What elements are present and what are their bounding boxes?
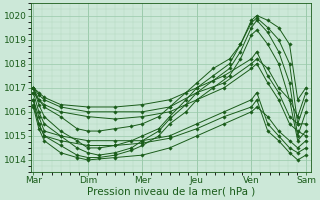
X-axis label: Pression niveau de la mer( hPa ): Pression niveau de la mer( hPa ) bbox=[87, 187, 255, 197]
